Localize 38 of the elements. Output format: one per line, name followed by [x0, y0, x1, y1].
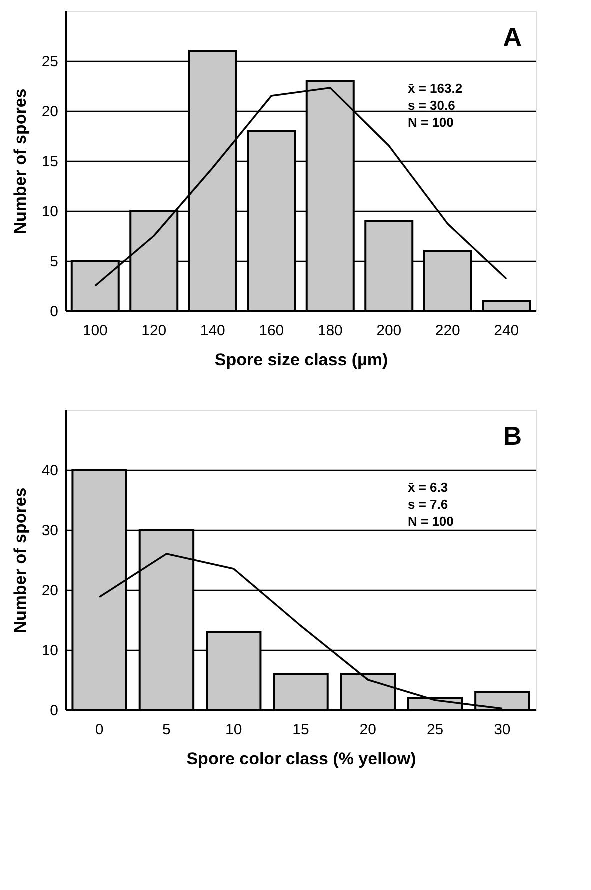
annotation: x̄ = 6.3 [408, 480, 448, 495]
annotation: N = 100 [408, 514, 454, 529]
y-tick-label: 40 [42, 462, 58, 480]
y-tick-label: 10 [42, 204, 58, 220]
chart-title: A [503, 22, 522, 52]
y-tick-label: 30 [42, 522, 58, 540]
x-tick-label: 10 [226, 722, 242, 738]
y-tick-label: 20 [42, 582, 58, 600]
x-tick-label: 140 [200, 322, 226, 340]
x-tick-label: 120 [142, 322, 167, 340]
x-tick-label: 0 [95, 722, 104, 738]
x-tick-label: 240 [494, 322, 520, 340]
x-tick-label: 180 [318, 322, 343, 340]
x-tick-label: 200 [376, 322, 402, 340]
y-tick-label: 20 [42, 104, 58, 120]
y-tick-label: 0 [50, 702, 58, 720]
x-tick-label: 20 [360, 722, 376, 738]
y-tick-label: 10 [42, 642, 58, 660]
annotation: s = 7.6 [408, 497, 448, 512]
x-axis-title: Spore color class (% yellow) [186, 750, 416, 768]
y-tick-label: 0 [50, 304, 58, 320]
x-tick-label: 15 [292, 722, 310, 738]
x-tick-label: 220 [435, 322, 460, 340]
y-axis-title: Number of spores [10, 488, 30, 634]
x-axis-title: Spore size class (µm) [214, 350, 388, 370]
y-tick-label: 5 [50, 254, 58, 270]
x-tick-label: 100 [82, 322, 108, 340]
x-tick-label: 30 [494, 722, 511, 738]
annotation: N = 100 [408, 115, 454, 130]
y-axis-title: Number of spores [10, 88, 30, 234]
annotation: x̄ = 163.2 [408, 81, 463, 96]
annotation: s = 30.6 [408, 98, 456, 113]
chart-title: B [503, 421, 522, 451]
x-tick-label: 160 [259, 322, 284, 340]
x-tick-label: 25 [426, 722, 444, 738]
y-tick-label: 15 [42, 154, 58, 170]
x-tick-label: 5 [162, 722, 171, 738]
y-tick-label: 25 [42, 54, 58, 70]
